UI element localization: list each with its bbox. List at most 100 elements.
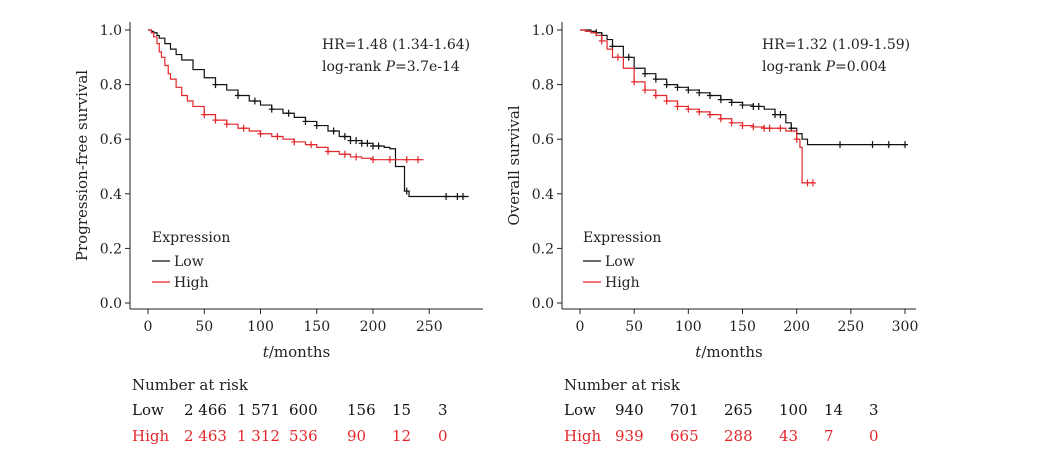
risk-value: 265 — [724, 401, 753, 419]
x-tick-label: 250 — [416, 319, 443, 335]
curve-low — [148, 29, 469, 198]
y-tick-label: 0.6 — [532, 132, 554, 148]
y-axis-label: Progression-free survival — [73, 70, 91, 261]
y-tick-label: 0.0 — [100, 296, 122, 312]
censor-mark-low — [707, 92, 714, 100]
km-panel-1: 0.00.20.40.60.81.00 50 100 150 200 250Progres… — [73, 22, 483, 445]
censor-mark-low — [403, 187, 410, 195]
censor-mark-low — [728, 98, 735, 106]
censor-mark-low — [772, 111, 779, 119]
censor-mark-high — [257, 130, 264, 138]
censor-mark-high — [274, 132, 281, 140]
risk-value: 15 — [392, 401, 411, 419]
x-axis-label: t/months — [263, 343, 330, 361]
censor-mark-high — [415, 156, 421, 164]
x-tick-label: 0 — [576, 319, 585, 335]
risk-row-label-high: High — [564, 427, 601, 445]
y-axis-label: Overall survival — [505, 105, 523, 225]
logrank-annotation: log-rank P=3.7e-14 — [322, 59, 460, 75]
logrank-annotation: log-rank P=0.004 — [762, 59, 887, 75]
censor-mark-high — [804, 179, 811, 187]
censor-mark-low — [454, 193, 461, 201]
x-tick-label: 0 — [144, 319, 153, 335]
x-tick-label: 100 — [247, 319, 274, 335]
x-tick-label: 200 — [360, 319, 387, 335]
risk-value: 0 — [869, 427, 879, 445]
censor-mark-high — [598, 37, 605, 45]
risk-value: 3 — [438, 401, 448, 419]
censor-mark-high — [403, 156, 410, 164]
censor-mark-low — [902, 141, 909, 149]
risk-value: 3 — [869, 401, 879, 419]
y-tick-label: 0.4 — [532, 187, 554, 203]
y-tick-label: 1.0 — [532, 23, 554, 39]
censor-mark-low — [777, 111, 784, 119]
x-tick-label: 50 — [625, 319, 643, 335]
risk-value: 2 463 — [184, 427, 227, 445]
x-tick-label: 150 — [303, 319, 330, 335]
censor-mark-high — [766, 124, 773, 132]
censor-mark-low — [696, 89, 703, 97]
censor-mark-high — [663, 97, 670, 105]
censor-mark-high — [291, 138, 298, 146]
censor-mark-high — [707, 111, 714, 119]
censor-mark-low — [302, 117, 309, 125]
risk-value: 665 — [670, 427, 699, 445]
risk-value: 1 571 — [237, 401, 280, 419]
risk-value: 14 — [824, 401, 843, 419]
y-tick-label: 0.2 — [100, 241, 122, 257]
censor-mark-low — [642, 70, 649, 78]
censor-mark-high — [631, 78, 638, 86]
y-tick-label: 0.4 — [100, 187, 122, 203]
censor-mark-low — [235, 92, 241, 100]
censor-mark-low — [755, 102, 762, 110]
censor-mark-high — [341, 150, 348, 158]
censor-mark-low — [750, 102, 757, 110]
censor-mark-low — [358, 139, 365, 147]
risk-value: 0 — [438, 427, 448, 445]
censor-mark-low — [212, 81, 219, 89]
censor-mark-low — [674, 83, 681, 91]
censor-mark-low — [837, 141, 844, 149]
censor-mark-low — [443, 193, 450, 201]
censor-mark-high — [201, 111, 208, 119]
censor-mark-high — [739, 122, 746, 130]
x-tick-label: 300 — [892, 319, 919, 335]
censor-mark-high — [793, 135, 800, 143]
risk-value: 940 — [615, 401, 644, 419]
censor-mark-low — [341, 132, 348, 140]
y-tick-label: 0.6 — [100, 132, 122, 148]
censor-mark-low — [869, 141, 876, 149]
risk-row-label-high: High — [132, 427, 169, 445]
censor-mark-high — [652, 92, 659, 100]
censor-mark-low — [717, 96, 724, 104]
censor-mark-high — [696, 108, 703, 116]
censor-mark-low — [370, 142, 376, 150]
risk-value: 2 466 — [184, 401, 227, 419]
y-tick-label: 0.8 — [100, 78, 122, 94]
y-tick-label: 0.8 — [532, 78, 554, 94]
legend-title: Expression — [152, 230, 230, 246]
risk-value: 288 — [724, 427, 753, 445]
legend-label-high: High — [605, 275, 640, 291]
censor-mark-high — [240, 124, 247, 132]
risk-value: 90 — [347, 427, 366, 445]
censor-mark-high — [728, 119, 735, 127]
censor-mark-low — [268, 105, 275, 113]
legend-label-low: Low — [174, 254, 204, 270]
legend-label-high: High — [174, 275, 209, 291]
censor-mark-low — [685, 86, 692, 94]
risk-table-title: Number at risk — [564, 376, 681, 394]
censor-mark-low — [353, 137, 360, 145]
censor-mark-high — [386, 156, 393, 164]
censor-mark-high — [761, 124, 768, 132]
censor-mark-high — [614, 53, 621, 61]
censor-mark-low — [885, 141, 892, 149]
censor-mark-high — [642, 86, 649, 94]
x-axis-label: t/months — [695, 343, 762, 361]
x-tick-label: 150 — [729, 319, 756, 335]
censor-mark-low — [330, 127, 337, 135]
censor-mark-low — [364, 139, 371, 147]
censor-mark-high — [212, 116, 219, 124]
risk-row-label-low: Low — [132, 401, 164, 419]
